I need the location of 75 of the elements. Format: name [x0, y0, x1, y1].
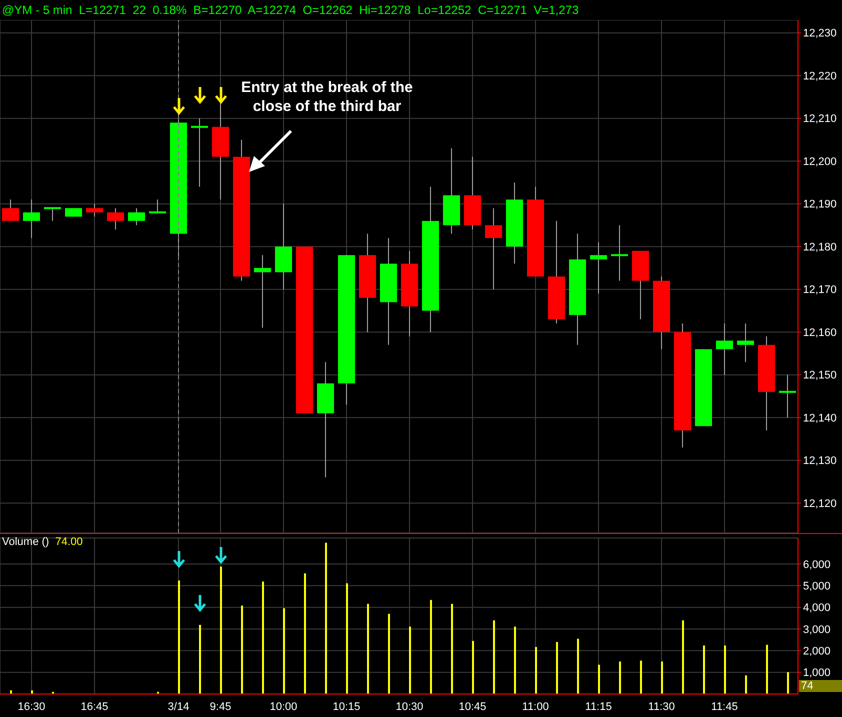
y-tick-label: 12,230	[803, 28, 837, 40]
bar	[325, 542, 327, 694]
bar	[451, 604, 453, 694]
x-tick-label: 10:15	[332, 700, 360, 713]
x-tick-label: 10:00	[270, 700, 298, 713]
candlestick	[23, 199, 40, 239]
bar	[745, 675, 747, 694]
bar	[283, 608, 285, 694]
y-tick-label: 1,000	[803, 667, 831, 680]
x-tick-label: 11:45	[711, 700, 738, 713]
bar	[598, 664, 600, 694]
y-tick-label: 12,220	[803, 70, 837, 82]
bar	[724, 645, 726, 694]
annotation: Entry at the break of the close of the third bar	[240, 78, 414, 116]
x-tick-label: 3/14	[168, 700, 190, 713]
text: 74	[799, 680, 842, 692]
bar	[367, 604, 369, 694]
candlestick	[107, 208, 124, 230]
bar	[409, 626, 411, 694]
bar	[199, 624, 201, 694]
bar	[682, 620, 684, 694]
y-tick-label: 12,140	[803, 412, 837, 424]
x-tick-label: 16:45	[80, 700, 108, 713]
y-tick-label: 6,000	[803, 558, 831, 571]
bar	[766, 644, 768, 694]
x-tick-label: 11:15	[585, 700, 612, 713]
candlestick	[128, 208, 145, 226]
bar	[535, 646, 537, 694]
x-tick-label: 9:45	[210, 700, 232, 713]
candlestick	[716, 323, 733, 376]
y-tick-label: 2,000	[803, 646, 831, 658]
bar	[577, 638, 579, 694]
bar	[514, 626, 516, 694]
y-tick-label: 5,000	[803, 580, 831, 593]
bar	[262, 582, 264, 694]
candlestick	[2, 199, 19, 222]
bar	[388, 614, 390, 694]
candlestick	[590, 242, 607, 294]
y-tick-label: 12,180	[803, 241, 837, 254]
y-tick-label: 12,150	[803, 370, 837, 382]
bar	[430, 600, 432, 694]
y-tick-label: 12,200	[803, 156, 837, 168]
bar	[556, 642, 558, 694]
bar	[640, 660, 642, 694]
candlestick	[254, 254, 271, 328]
bar	[241, 606, 243, 694]
candlestick	[485, 208, 502, 290]
bar	[178, 580, 180, 694]
candlestick	[737, 323, 754, 362]
bar	[472, 640, 474, 694]
x-tick-label: 11:00	[522, 700, 549, 713]
x-tick-label: 10:30	[396, 700, 424, 713]
y-tick-label: 12,190	[803, 198, 837, 211]
y-tick-label: 12,120	[803, 498, 837, 510]
bar	[703, 645, 705, 694]
y-tick-label: 12,160	[803, 326, 837, 339]
y-tick-label: 4,000	[803, 602, 831, 614]
y-tick-label: 3,000	[803, 624, 831, 636]
bar	[346, 583, 348, 694]
bar	[220, 566, 222, 694]
y-tick-label: 12,170	[803, 284, 837, 296]
bar	[787, 672, 789, 694]
bar	[619, 662, 621, 694]
x-tick-label: 11:30	[648, 700, 675, 713]
chart-title: @YM - 5 min L=12271 22 0.18% B=12270 A=12274 O=12262 Hi=12278 Lo=12252 C=12271 V=1,273	[1, 2, 580, 19]
y-tick-label: 12,210	[803, 113, 837, 126]
bar	[493, 620, 495, 694]
y-tick-label: 12,130	[803, 455, 837, 468]
candlestick	[86, 203, 103, 218]
annotation: 74.00	[55, 536, 83, 548]
x-tick-label: 10:45	[458, 700, 486, 713]
bar	[304, 573, 306, 694]
bar	[661, 662, 663, 694]
x-tick-label: 16:30	[18, 700, 46, 713]
chart-title: Volume ()	[2, 536, 50, 548]
